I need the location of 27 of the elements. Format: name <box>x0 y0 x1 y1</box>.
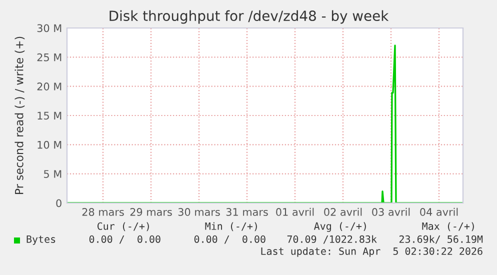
x-tick-label: 31 mars <box>226 208 268 216</box>
text: 0.00 / 0.00 <box>194 235 266 244</box>
y-tick-label: 0 <box>56 199 62 208</box>
y-tick-label: 5 M <box>44 170 62 178</box>
y-axis-title: Pr second read (-) / write (+) <box>14 36 25 194</box>
x-tick-label: 04 avril <box>420 208 458 216</box>
text: 70.09 /1022.83k <box>287 235 377 244</box>
x-tick-label: 28 mars <box>82 208 124 216</box>
y-tick-label: 15 M <box>38 112 62 120</box>
text: Min (-/+) <box>205 222 257 232</box>
text: 23.69k/ 56.19M <box>399 235 483 244</box>
text: Cur (-/+) <box>97 222 149 232</box>
y-tick-label: 30 M <box>37 24 62 32</box>
text: Last update: Sun Apr 5 02:30:22 2026 <box>261 247 482 257</box>
x-tick-label: 01 avril <box>276 208 314 216</box>
y-tick-label: 20 M <box>37 82 62 90</box>
x-tick-label: 30 mars <box>178 208 220 216</box>
chart-title: Disk throughput for /dev/zd48 - by week <box>110 10 389 24</box>
x-tick-label: 02 avril <box>324 208 362 216</box>
y-tick-label: 25 M <box>37 53 62 62</box>
legend-label: Bytes <box>26 235 56 245</box>
x-tick-label: 03 avril <box>372 208 410 216</box>
text: 0.00 / 0.00 <box>89 235 160 244</box>
text: Max (-/+) <box>422 222 474 232</box>
text: Avg (-/+) <box>314 222 366 232</box>
x-tick-label: 29 mars <box>130 208 172 216</box>
y-tick-label: 10 M <box>38 140 62 149</box>
